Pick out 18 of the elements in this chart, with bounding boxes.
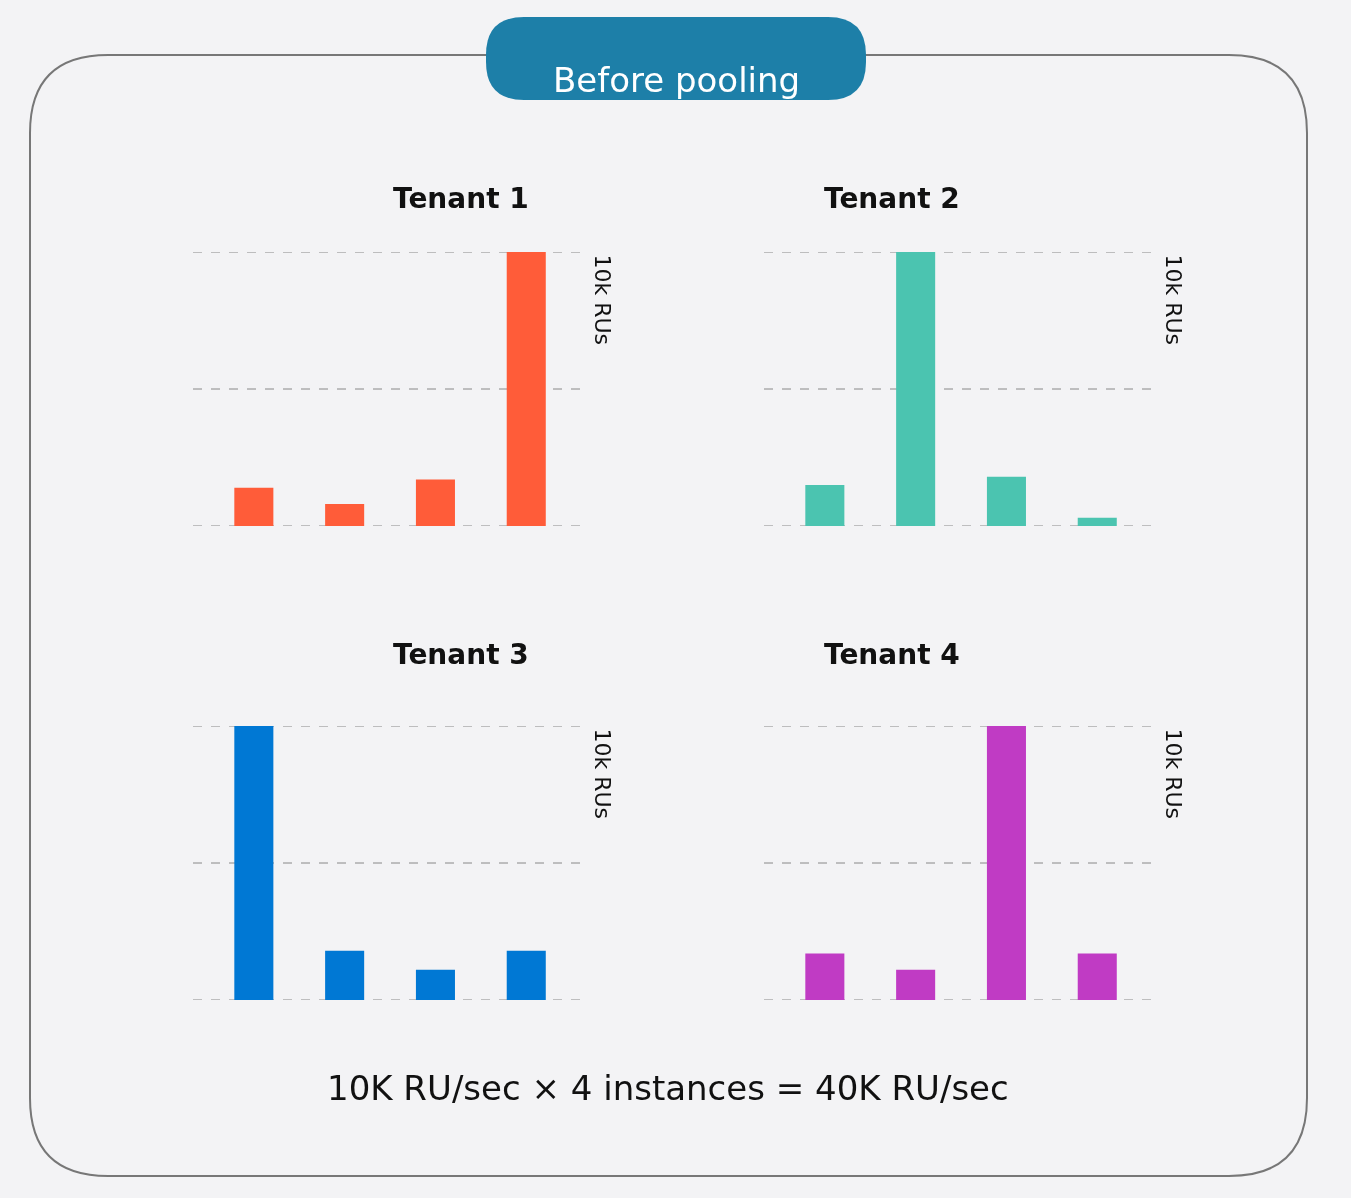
bar	[896, 252, 936, 526]
bar	[1077, 517, 1117, 526]
bar	[805, 484, 845, 526]
chart-title: Tenant 1	[393, 182, 529, 215]
chart-title: Tenant 4	[824, 638, 960, 671]
ref-line-label: 10k RUs	[589, 728, 615, 820]
chart-title: Tenant 2	[824, 182, 960, 215]
ref-line-label: 10k RUs	[589, 254, 615, 346]
text: Before pooling	[553, 60, 801, 100]
bar	[234, 487, 274, 526]
text: 10K RU/sec × 4 instances = 40K RU/sec	[327, 1068, 1009, 1108]
chart-title: Tenant 3	[393, 638, 529, 671]
bar	[986, 476, 1026, 526]
bar	[415, 479, 455, 526]
ref-line-label: 10k RUs	[1160, 254, 1186, 346]
ref-line-label: 10k RUs	[1160, 728, 1186, 820]
bar	[325, 504, 365, 526]
bar	[506, 252, 546, 526]
